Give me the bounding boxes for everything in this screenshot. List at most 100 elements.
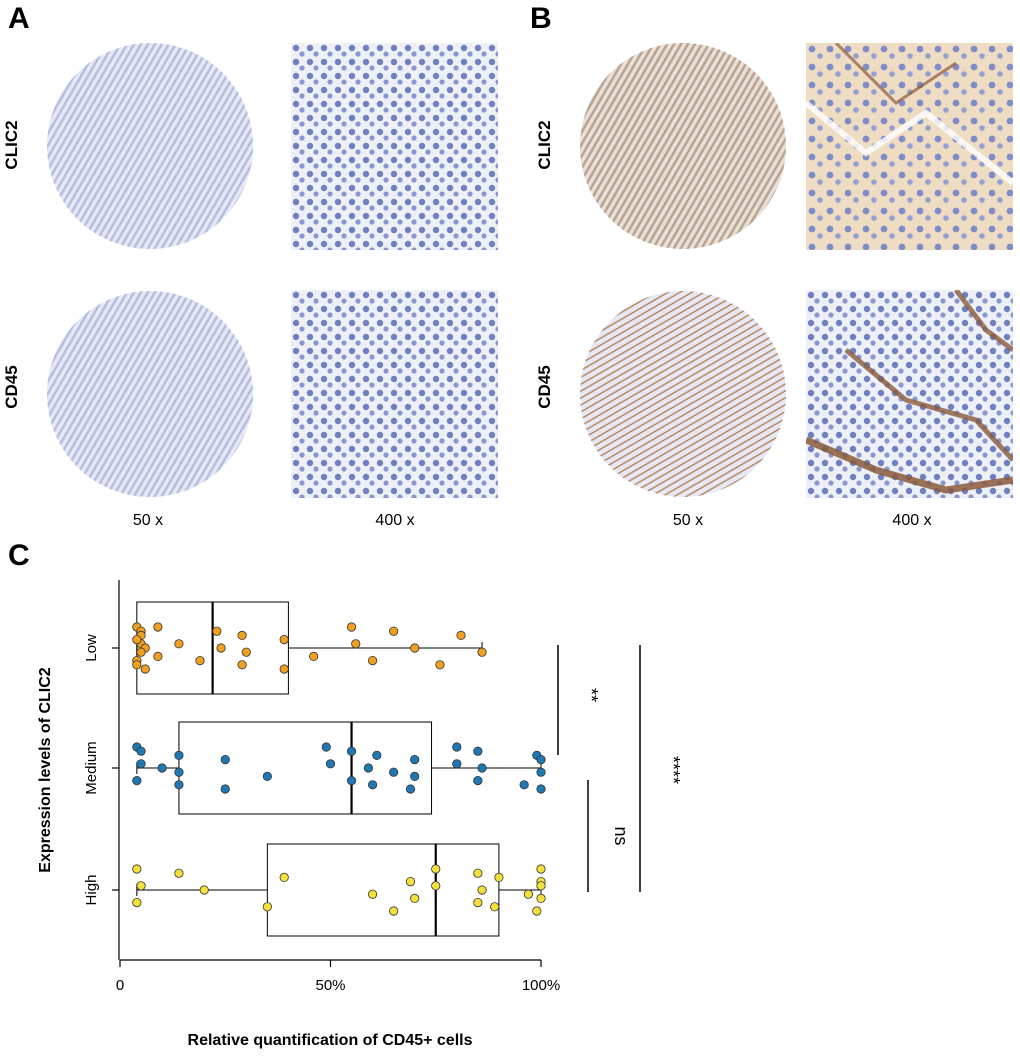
y-axis-title: Expression levels of CLIC2 (37, 667, 54, 873)
boxplot-chart: 0 50% 100% Low Medium High Relative quantifica… (37, 580, 683, 1049)
data-point-high (174, 868, 184, 878)
data-point-high (473, 897, 483, 908)
panel-b-row1-label: CLIC2 (535, 120, 554, 170)
data-point-medium (346, 746, 357, 756)
data-point-low (241, 647, 251, 657)
data-point-low (367, 656, 378, 666)
data-point-high (136, 881, 146, 891)
data-point-high (473, 868, 483, 878)
panel-a-cd45-50x-image (45, 288, 255, 500)
panel-a-mag-50x: 50 x (132, 512, 164, 529)
data-point-medium (346, 776, 357, 786)
panel-a-mag-400x: 400 x (375, 512, 415, 529)
panel-b-cd45-50x-image (578, 288, 788, 500)
data-point-medium (367, 780, 378, 790)
data-point-medium (220, 755, 230, 765)
data-point-high (431, 881, 441, 891)
data-point-low (136, 647, 146, 657)
data-point-medium (262, 771, 272, 781)
data-point-low (132, 635, 142, 645)
data-point-low (140, 664, 150, 674)
data-point-medium (536, 784, 546, 794)
data-point-medium (325, 759, 336, 769)
data-point-medium (452, 742, 462, 752)
significance-label: ns (611, 826, 631, 845)
significance-label: ** (581, 688, 601, 702)
data-point-high (410, 893, 420, 903)
data-point-low (410, 643, 420, 653)
panel-b-mag-50x: 50 x (672, 512, 704, 529)
data-point-medium (157, 763, 167, 773)
data-point-medium (136, 759, 146, 769)
panel-b-letter: B (530, 2, 552, 35)
y-tick-label: High (83, 875, 100, 906)
x-tick-label: 0 (116, 977, 124, 994)
data-point-low (212, 626, 222, 636)
x-tick-label: 50% (315, 977, 345, 994)
data-point-medium (372, 750, 382, 760)
data-point-high (536, 881, 546, 891)
data-point-high (132, 864, 142, 874)
data-point-medium (452, 759, 462, 769)
data-point-low (351, 639, 361, 649)
data-point-medium (174, 750, 184, 760)
data-point-high (199, 885, 209, 895)
data-point-high (405, 876, 416, 887)
panel-b-cd45-400x-image (806, 290, 1013, 498)
y-tick-label: Medium (83, 741, 100, 794)
data-point-high (279, 872, 289, 882)
data-point-high (536, 893, 546, 903)
data-point-low (237, 630, 247, 641)
data-point-low (132, 660, 142, 670)
data-point-medium (136, 746, 146, 756)
data-point-high (431, 864, 441, 874)
data-point-high (536, 864, 546, 874)
data-point-low (279, 664, 289, 674)
box-high (266, 843, 500, 937)
panel-b-clic2-400x-image (806, 43, 1013, 250)
data-point-medium (536, 755, 546, 765)
data-point-high (367, 889, 378, 899)
data-point-low (153, 651, 163, 662)
data-point-high (490, 902, 500, 912)
data-point-medium (220, 784, 230, 794)
data-point-medium (321, 742, 331, 752)
panel-c-letter: C (8, 539, 30, 572)
data-point-low (216, 643, 226, 653)
data-point-low (237, 660, 247, 670)
data-point-high (389, 906, 399, 916)
data-point-high (494, 872, 504, 882)
x-tick-label: 100% (522, 977, 560, 994)
data-point-medium (536, 767, 546, 777)
data-point-low (477, 647, 487, 657)
data-point-high (523, 889, 533, 899)
data-point-medium (519, 780, 529, 790)
panel-a-clic2-50x-image (45, 40, 255, 252)
data-point-medium (174, 780, 184, 790)
panel-a-row1-label: CLIC2 (2, 120, 21, 170)
data-point-low (456, 630, 466, 641)
panel-b-clic2-50x-image (578, 40, 788, 252)
data-point-medium (132, 776, 142, 786)
data-point-medium (389, 767, 399, 777)
data-point-medium (477, 763, 487, 773)
data-point-medium (405, 784, 416, 794)
data-point-high (532, 906, 542, 916)
data-point-medium (410, 771, 420, 781)
data-point-medium (473, 746, 483, 756)
panel-a-row2-label: CD45 (2, 365, 21, 409)
data-point-low (279, 635, 289, 645)
panel-a-clic2-400x-image (291, 43, 498, 250)
data-point-high (132, 897, 142, 908)
data-point-medium (410, 755, 420, 765)
data-point-low (346, 622, 357, 632)
data-point-high (262, 902, 272, 912)
panel-a-cd45-400x-image (291, 290, 498, 498)
panel-b-mag-400x: 400 x (892, 512, 932, 529)
data-point-medium (174, 767, 184, 777)
data-point-medium (363, 763, 373, 773)
y-tick-label: Low (83, 634, 100, 662)
x-axis-title: Relative quantification of CD45+ cells (188, 1032, 473, 1049)
data-point-low (195, 656, 205, 666)
data-point-low (309, 651, 319, 662)
